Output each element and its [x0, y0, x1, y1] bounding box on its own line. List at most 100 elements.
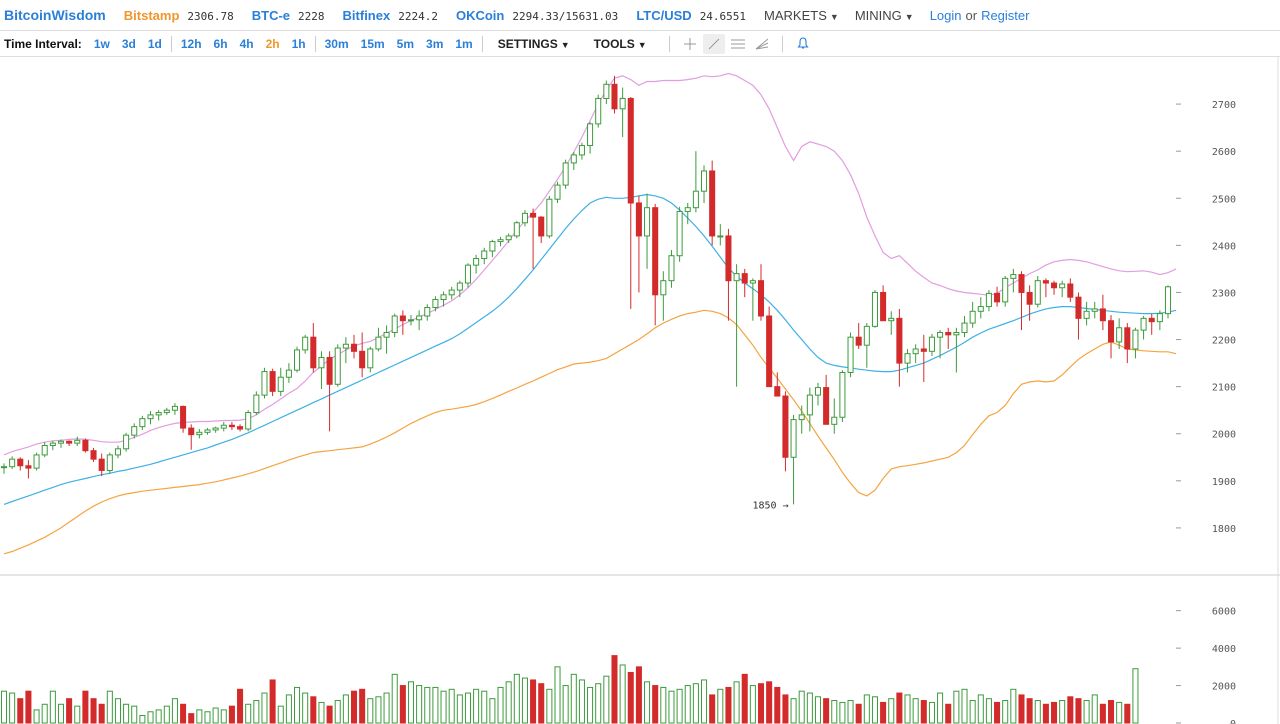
candle-body	[448, 289, 455, 296]
candle-body	[652, 207, 659, 296]
tools-menu[interactable]: TOOLS ▼	[593, 36, 647, 51]
volume-bar	[652, 685, 659, 724]
volume-bar	[1091, 694, 1098, 724]
ticker-exchange: LTC/USD	[636, 7, 692, 23]
volume-bar	[945, 703, 952, 724]
candle-body	[912, 348, 919, 355]
candle-body	[839, 372, 846, 418]
volume-bar	[481, 690, 488, 724]
interval-1w[interactable]: 1w	[93, 36, 110, 51]
volume-bar	[717, 688, 724, 724]
price-axis-label: 1800	[1212, 524, 1236, 535]
candle-body	[920, 348, 927, 352]
candle-body	[871, 291, 878, 327]
volume-bar	[310, 696, 317, 724]
candle-body	[0, 466, 8, 469]
interval-1m[interactable]: 1m	[455, 36, 473, 51]
interval-12h[interactable]: 12h	[180, 36, 202, 51]
volume-bar	[749, 685, 756, 724]
candle-body	[383, 331, 390, 338]
volume-bar	[513, 673, 520, 724]
candle-body	[98, 458, 105, 471]
markets-menu[interactable]: MARKETS ▼	[764, 7, 839, 23]
volume-bar	[994, 701, 1001, 724]
interval-6h[interactable]: 6h	[213, 36, 228, 51]
candle-body	[692, 190, 699, 209]
interval-30m[interactable]: 30m	[324, 36, 349, 51]
volume-bar	[953, 690, 960, 724]
interval-3d[interactable]: 3d	[121, 36, 136, 51]
candle-body	[1002, 277, 1009, 303]
candle-body	[310, 336, 317, 369]
divider	[668, 35, 670, 52]
volume-bar	[0, 690, 8, 724]
candle-body	[440, 294, 447, 301]
price-chart[interactable]: 1800 1900 2000 2100 2200 2300 2400 2500 2600 2700…	[0, 57, 1280, 724]
volume-bar	[871, 696, 878, 724]
volume-bar	[269, 679, 276, 724]
volume-bar	[676, 688, 683, 724]
volume-bar	[937, 692, 944, 724]
interval-1d[interactable]: 1d	[147, 36, 162, 51]
volume-bar	[139, 715, 146, 724]
login-link[interactable]: Login	[929, 7, 962, 23]
bell-icon[interactable]	[792, 34, 814, 54]
ticker-bitfinex[interactable]: Bitfinex 2224.2	[343, 8, 438, 23]
divider	[314, 35, 316, 52]
divider	[170, 35, 172, 52]
horizontal-lines-icon[interactable]	[727, 34, 749, 54]
volume-bar	[147, 711, 154, 724]
volume-bar	[904, 694, 911, 724]
line-draw-icon[interactable]	[702, 33, 725, 54]
candle-body	[676, 210, 683, 257]
ticker-btc-e[interactable]: BTC-e 2228	[252, 8, 325, 23]
candle-body	[757, 280, 765, 317]
volume-bar	[204, 711, 211, 724]
candle-body	[1116, 327, 1123, 343]
volume-bar	[774, 686, 781, 724]
volume-bar	[1116, 701, 1123, 724]
ticker-exchange: BTC-e	[251, 7, 291, 23]
volume-bar	[603, 675, 610, 724]
interval-3m[interactable]: 3m	[426, 36, 444, 51]
register-link[interactable]: Register	[981, 7, 1030, 23]
volume-bar	[847, 700, 854, 724]
ticker-okcoin[interactable]: OKCoin 2294.33/15631.03	[456, 8, 618, 23]
interval-2h[interactable]: 2h	[265, 36, 280, 51]
interval-4h[interactable]: 4h	[239, 36, 254, 51]
price-axis-label: 2500	[1212, 194, 1236, 205]
price-axis-label: 2000	[1212, 430, 1236, 441]
settings-menu[interactable]: SETTINGS ▼	[497, 36, 570, 51]
candle-body	[285, 369, 292, 378]
candle-body	[180, 405, 187, 429]
volume-bar	[163, 705, 170, 724]
fan-lines-icon[interactable]	[751, 34, 773, 54]
volume-bar	[188, 713, 195, 724]
volume-bar	[1002, 700, 1009, 724]
candle-body	[33, 454, 40, 469]
ticker-bitstamp[interactable]: Bitstamp 2306.78	[124, 8, 234, 23]
interval-15m[interactable]: 15m	[360, 36, 385, 51]
candle-body	[790, 419, 797, 458]
volume-bar	[1034, 700, 1041, 724]
candle-body	[644, 207, 651, 237]
volume-bar	[741, 673, 748, 724]
crosshair-icon[interactable]	[679, 34, 701, 54]
volume-bar	[521, 677, 528, 724]
volume-bar	[123, 703, 130, 724]
interval-5m[interactable]: 5m	[396, 36, 415, 51]
ticker-price: 2294.33/15631.03	[512, 9, 619, 23]
candle-body	[595, 97, 602, 125]
interval-1h[interactable]: 1h	[291, 36, 306, 51]
volume-bar	[456, 694, 463, 724]
candle-body	[25, 465, 32, 469]
candle-body	[147, 414, 154, 420]
volume-bar	[1132, 668, 1139, 724]
brand-logo[interactable]: BitcoinWisdom	[4, 7, 106, 23]
volume-bar	[896, 692, 903, 724]
ticker-ltc-usd[interactable]: LTC/USD 24.6551	[636, 8, 746, 23]
mining-menu[interactable]: MINING ▼	[854, 7, 914, 23]
candle-body	[937, 331, 944, 338]
candle-body	[367, 348, 374, 369]
volume-bar	[90, 698, 97, 724]
